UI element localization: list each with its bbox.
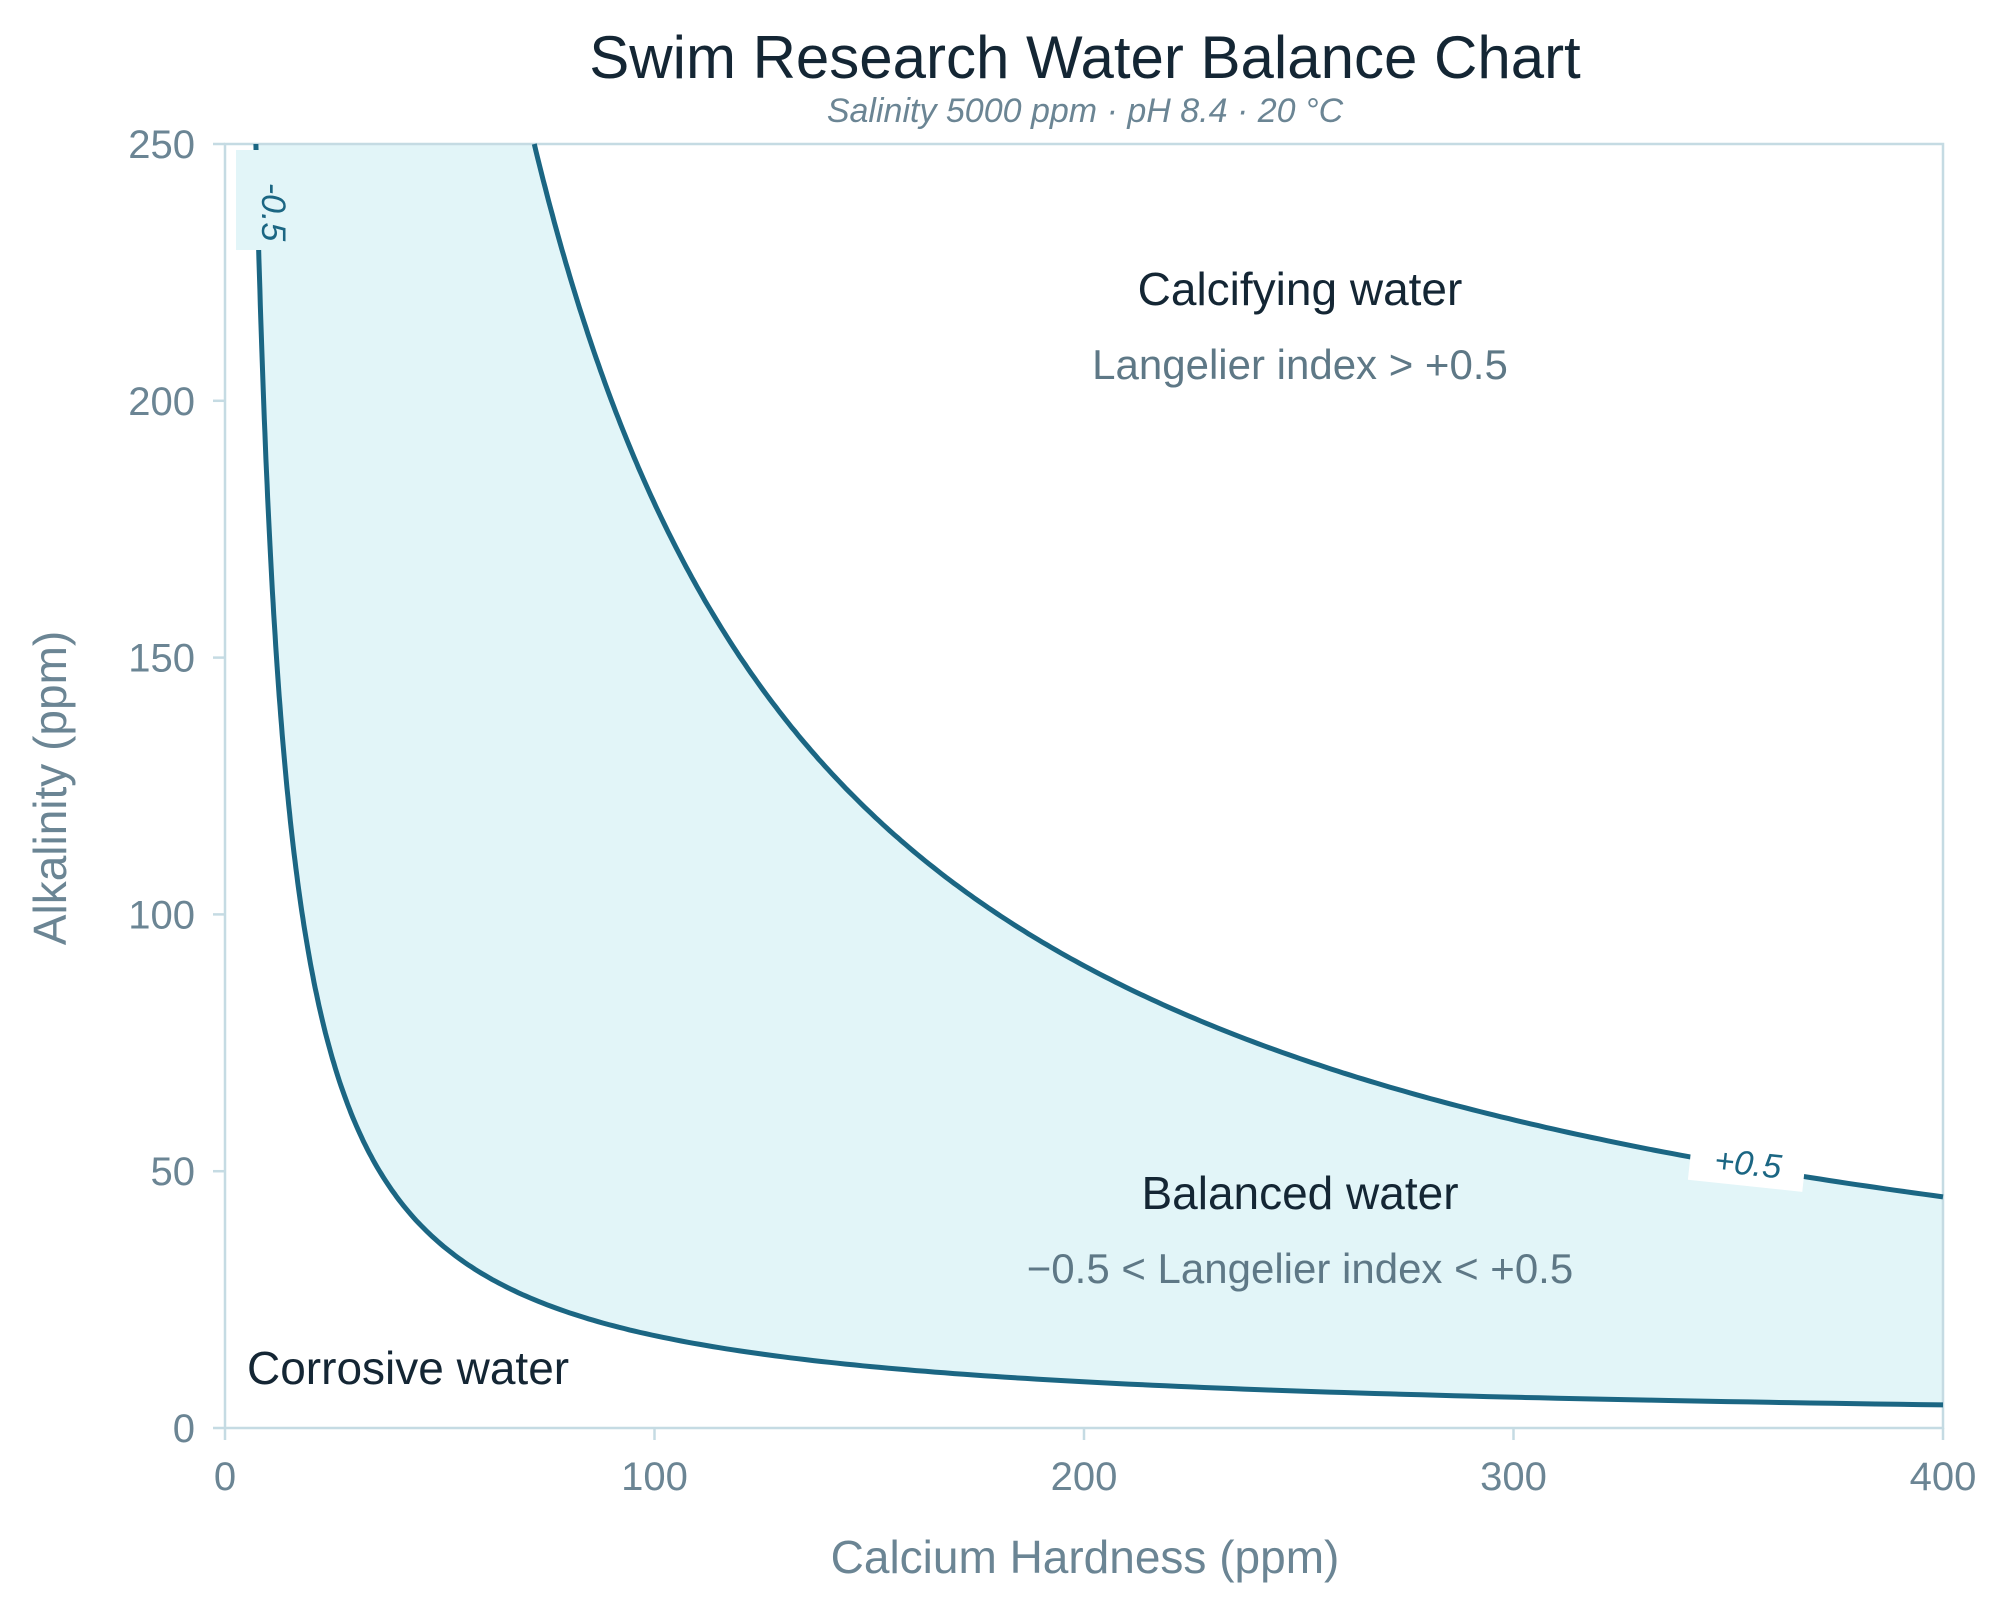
curve-label-minus-bg xyxy=(236,150,288,250)
y-tick-label: 50 xyxy=(151,1150,196,1194)
plot-area: 0 100 200 300 400 0 50 100 150 200 250 xyxy=(128,123,1976,1499)
region-corrosive-title: Corrosive water xyxy=(247,1342,569,1394)
x-tick-label: 100 xyxy=(621,1455,688,1499)
x-tick-label: 400 xyxy=(1910,1455,1977,1499)
x-tick-label: 200 xyxy=(1051,1455,1118,1499)
region-calcifying-title: Calcifying water xyxy=(1138,263,1463,315)
region-balanced-description: −0.5 < Langelier index < +0.5 xyxy=(1027,1245,1573,1292)
series-line-minus-0-5 xyxy=(253,143,1944,1408)
curve-label-plus-bg xyxy=(1687,1134,1808,1192)
x-tick-label: 0 xyxy=(214,1455,236,1499)
chart-subtitle: Salinity 5000 ppm · pH 8.4 · 20 °C xyxy=(827,92,1344,130)
x-tick-label: 300 xyxy=(1480,1455,1547,1499)
y-tick-label: 0 xyxy=(173,1407,195,1451)
y-tick-label: 100 xyxy=(128,893,195,937)
y-tick-label: 200 xyxy=(128,380,195,424)
curve-label-minus-0-5: -0.5 xyxy=(254,183,292,242)
region-calcifying-description: Langelier index > +0.5 xyxy=(1092,341,1508,388)
y-axis-label: Alkalinity (ppm) xyxy=(24,631,76,945)
y-tick-label: 150 xyxy=(128,637,195,681)
y-tick-label: 250 xyxy=(128,123,195,167)
curve-label-plus-0-5: +0.5 xyxy=(1713,1142,1784,1187)
x-axis-label: Calcium Hardness (ppm) xyxy=(831,1531,1340,1583)
region-balanced-title: Balanced water xyxy=(1141,1167,1458,1219)
balanced-band xyxy=(255,144,1943,1405)
series-line-plus-0-5 xyxy=(531,143,1944,1200)
chart-title: Swim Research Water Balance Chart xyxy=(589,24,1581,91)
